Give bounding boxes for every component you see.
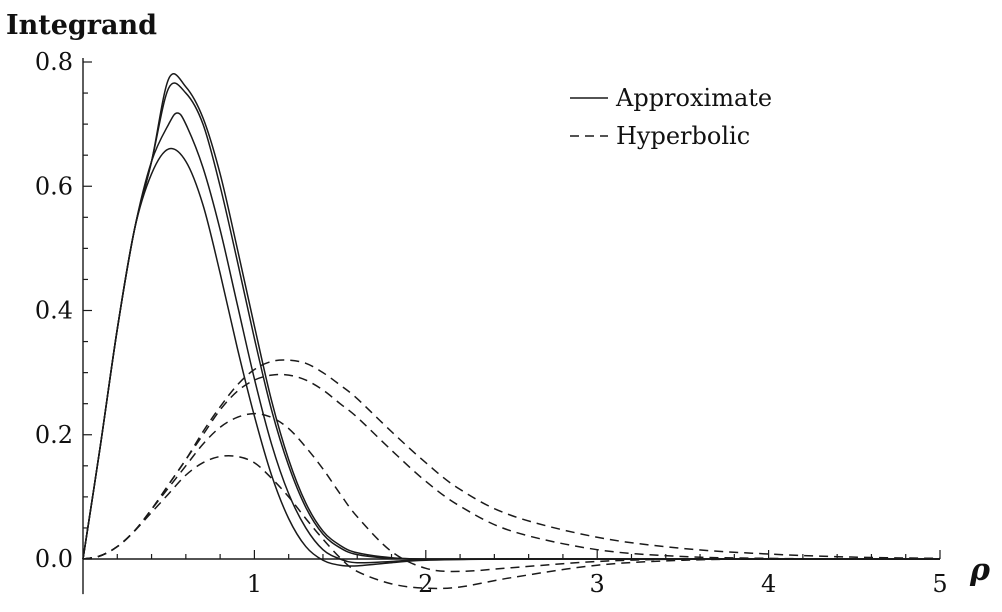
approximate-curve-4 [82,147,940,567]
hyperbolic-curve-7 [82,412,940,573]
x-tick-label: 4 [761,570,776,598]
y-tick-label: 0.2 [35,421,73,449]
axes: 0.0 0.2 0.4 0.6 0.8 1 2 3 4 5 [35,48,948,598]
legend-label: Approximate [615,84,772,112]
series-group [82,73,941,590]
x-axis-title: ρ [969,553,991,588]
y-tick-label: 0.8 [35,48,73,76]
y-tick-label: 0.6 [35,172,73,200]
legend: Approximate Hyperbolic [570,84,772,150]
y-tick-label: 0.4 [35,297,73,325]
approximate-curve-2 [82,82,940,560]
y-axis-title: Integrand [6,10,157,41]
x-tick-label: 2 [418,570,433,598]
legend-label: Hyperbolic [616,122,750,150]
hyperbolic-curve-6 [82,373,941,560]
x-tick-label: 5 [932,570,947,598]
hyperbolic-curve-8 [82,454,940,590]
x-tick-label: 1 [247,570,262,598]
approximate-curve-3 [82,112,940,564]
x-tick-label: 3 [590,570,605,598]
y-tick-label: 0.0 [35,545,73,573]
approximate-curve-1 [82,73,940,560]
